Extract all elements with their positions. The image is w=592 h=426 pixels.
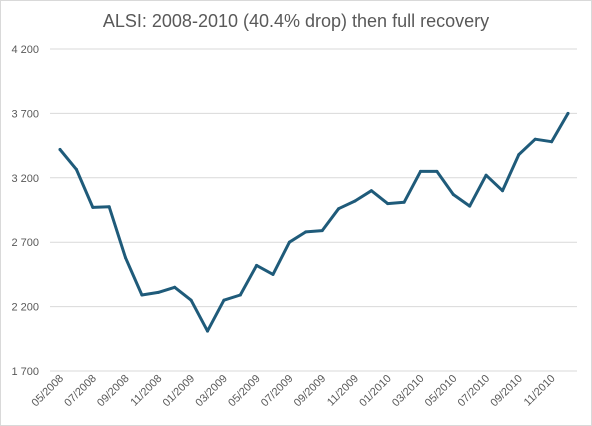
data-point: [238, 293, 242, 297]
data-point: [468, 204, 472, 208]
y-tick-label: 1 700: [11, 366, 39, 378]
x-tick-label: 05/2009: [226, 373, 263, 410]
data-point: [353, 199, 357, 203]
data-point: [107, 205, 111, 209]
x-tick-label: 07/2009: [259, 373, 296, 410]
data-point: [501, 189, 504, 193]
x-tick-label: 09/2008: [95, 373, 132, 410]
data-point: [255, 263, 259, 267]
data-point: [304, 230, 308, 234]
data-point: [484, 173, 488, 177]
y-tick-label: 2 200: [11, 302, 39, 314]
data-point: [566, 111, 570, 115]
x-tick-label: 11/2010: [522, 373, 558, 409]
x-tick-label: 03/2009: [193, 373, 230, 410]
chart-title: ALSI: 2008-2010 (40.4% drop) then full r…: [102, 11, 490, 31]
data-point: [74, 167, 78, 171]
data-point: [320, 229, 324, 233]
data-point: [91, 205, 95, 209]
data-point: [189, 298, 193, 302]
data-point: [369, 189, 373, 193]
y-tick-label: 3 700: [11, 108, 39, 120]
data-point: [402, 200, 406, 204]
data-point: [533, 137, 537, 141]
data-point: [124, 256, 127, 260]
x-tick-label: 05/2010: [423, 373, 460, 410]
x-tick-label: 09/2009: [292, 373, 329, 410]
y-tick-label: 4 200: [11, 44, 39, 56]
data-point: [419, 169, 422, 173]
series-line: [58, 111, 570, 333]
data-point: [287, 240, 291, 244]
y-tick-label: 3 200: [11, 173, 39, 185]
x-tick-label: 03/2010: [390, 373, 427, 410]
x-axis-tick-labels: 05/200807/200809/200811/200801/200903/20…: [30, 373, 558, 410]
x-tick-label: 05/2008: [30, 373, 67, 410]
y-tick-label: 2 700: [11, 237, 39, 249]
x-tick-label: 01/2009: [161, 373, 198, 410]
data-point: [140, 293, 144, 297]
data-point: [156, 290, 160, 294]
data-point: [206, 329, 209, 333]
x-tick-label: 07/2008: [62, 373, 99, 410]
data-point: [271, 272, 275, 276]
data-point: [517, 153, 521, 157]
data-point: [386, 202, 390, 206]
data-point: [435, 169, 439, 173]
y-axis-tick-labels: 4 200 3 700 3 200 2 700 2 200 1 700: [11, 44, 39, 378]
x-tick-label: 11/2009: [325, 373, 361, 409]
x-tick-label: 11/2008: [128, 373, 164, 409]
data-point: [451, 193, 455, 196]
data-point: [222, 298, 226, 302]
gridlines: [50, 48, 577, 372]
data-point: [550, 140, 554, 144]
x-tick-label: 09/2010: [488, 373, 525, 410]
data-point: [58, 148, 62, 151]
data-point: [337, 207, 341, 211]
x-tick-label: 07/2010: [456, 373, 493, 410]
data-point: [173, 285, 177, 289]
x-tick-label: 01/2010: [357, 373, 394, 410]
series-line-group: [58, 111, 570, 333]
